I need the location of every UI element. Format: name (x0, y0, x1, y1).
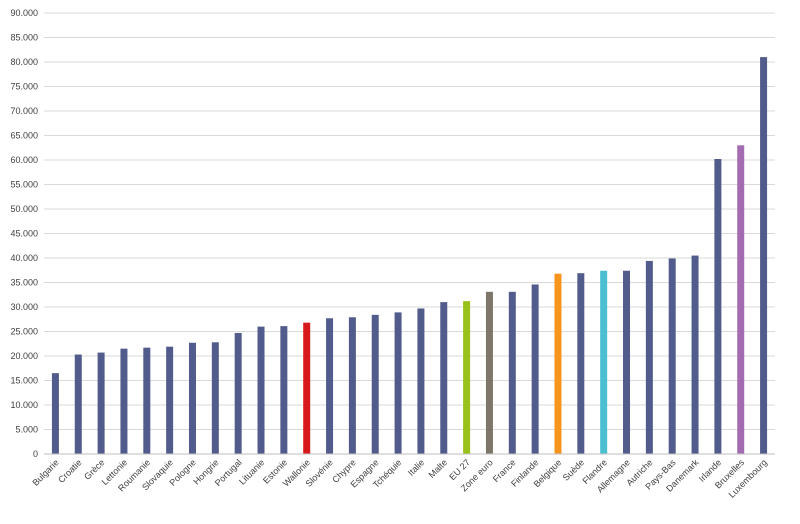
bar (303, 322, 311, 454)
bar (691, 255, 699, 454)
bar (166, 346, 174, 454)
bar (737, 145, 745, 455)
bar (371, 314, 379, 454)
y-tick-label: 20.000 (10, 351, 38, 361)
y-tick-label: 5.000 (15, 425, 38, 435)
bar (463, 301, 471, 454)
bar (97, 352, 105, 454)
x-category-label: Lituanie (237, 457, 266, 486)
bar (188, 342, 196, 454)
y-tick-label: 45.000 (10, 229, 38, 239)
bar (143, 347, 151, 454)
x-axis-category-labels: BulgarieCroatieGrèceLettonieRoumanieSlov… (30, 457, 769, 500)
bar (645, 260, 653, 454)
x-category-label: Malte (427, 457, 450, 480)
y-tick-label: 30.000 (10, 302, 38, 312)
y-tick-label: 50.000 (10, 204, 38, 214)
y-tick-label: 70.000 (10, 106, 38, 116)
bar (51, 373, 59, 454)
bar (577, 273, 585, 454)
y-tick-label: 25.000 (10, 327, 38, 337)
y-tick-label: 85.000 (10, 33, 38, 43)
y-tick-label: 10.000 (10, 400, 38, 410)
bar (417, 308, 425, 454)
y-tick-label: 65.000 (10, 131, 38, 141)
x-category-label: Italie (406, 457, 427, 478)
y-tick-label: 0 (33, 449, 38, 459)
bar (257, 326, 265, 454)
bar (211, 342, 219, 454)
y-tick-label: 40.000 (10, 253, 38, 263)
bar (280, 326, 288, 454)
y-tick-label: 75.000 (10, 82, 38, 92)
bar (348, 317, 356, 454)
y-tick-label: 55.000 (10, 180, 38, 190)
bar (74, 354, 82, 454)
bar (531, 284, 539, 454)
bar (394, 312, 402, 454)
x-category-label: Croatie (56, 457, 84, 485)
bar (760, 57, 768, 454)
bar (554, 273, 562, 454)
bar (120, 348, 128, 454)
y-tick-label: 35.000 (10, 278, 38, 288)
bar (600, 270, 608, 454)
bars (51, 57, 768, 455)
bar (440, 302, 448, 454)
bar (623, 270, 631, 454)
y-tick-label: 15.000 (10, 376, 38, 386)
bar (508, 291, 516, 454)
bar (668, 258, 676, 454)
bar (485, 291, 493, 454)
x-category-label: Bulgarie (30, 457, 60, 487)
y-axis-tick-labels: 0 5.000 10.000 15.000 20.000 25.000 30.000 35.0… (10, 8, 38, 459)
y-tick-label: 60.000 (10, 155, 38, 165)
gridlines (44, 12, 775, 430)
bar (326, 318, 334, 454)
bar (714, 159, 722, 454)
bar (234, 332, 242, 454)
y-tick-label: 90.000 (10, 8, 38, 18)
y-tick-label: 80.000 (10, 57, 38, 67)
